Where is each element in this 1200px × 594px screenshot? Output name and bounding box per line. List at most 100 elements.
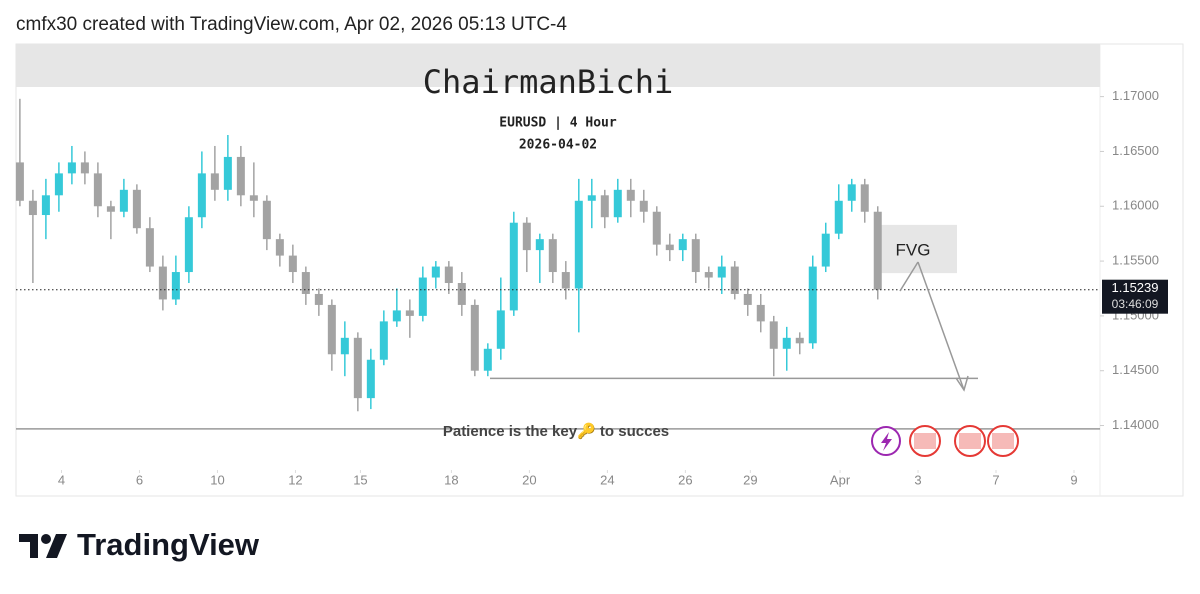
- candle-body: [444, 266, 453, 284]
- candle-body: [496, 310, 505, 349]
- candle-body: [600, 195, 609, 218]
- candle-body: [574, 200, 583, 289]
- candle-body: [639, 200, 648, 212]
- candle-body: [275, 239, 284, 256]
- candle-body: [132, 189, 141, 229]
- candle-body: [691, 239, 700, 273]
- candle-body: [80, 162, 89, 174]
- y-tick-label: 1.14500: [1112, 362, 1159, 377]
- candle-body: [457, 283, 466, 305]
- candle-body: [249, 195, 258, 201]
- event-icon-bolt: [881, 432, 892, 451]
- candle-body: [483, 348, 492, 371]
- x-tick-label: 6: [136, 472, 143, 487]
- candle-body: [210, 173, 219, 190]
- candle-body: [730, 266, 739, 294]
- flag-icon-fill: [992, 433, 1014, 449]
- candle-body: [158, 266, 167, 300]
- candle-body: [106, 206, 115, 212]
- candle-body: [418, 277, 427, 316]
- brand-logo: [19, 534, 67, 558]
- candle-body: [236, 156, 245, 196]
- candle-body: [847, 184, 856, 201]
- candle-body: [379, 321, 388, 360]
- header: cmfx30 created with TradingView.com, Apr…: [16, 14, 567, 35]
- y-tick-label: 1.15500: [1112, 253, 1159, 268]
- price-tag: [1102, 279, 1168, 314]
- event-icons: [871, 425, 1019, 457]
- candle-body: [28, 200, 37, 216]
- chart-frame: [15, 43, 1184, 497]
- flag-icon: [909, 425, 941, 457]
- candle-body: [756, 304, 765, 322]
- candle-body: [678, 239, 687, 251]
- candle-body: [145, 228, 154, 267]
- x-tick-label: 4: [58, 472, 65, 487]
- candle-body: [223, 156, 232, 190]
- arrow-head: [955, 375, 969, 392]
- flag-icon-fill: [959, 433, 981, 449]
- x-tick-label: 10: [210, 472, 224, 487]
- title-band: [16, 44, 1100, 87]
- candle-body: [340, 337, 349, 355]
- y-tick-label: 1.17000: [1112, 88, 1159, 103]
- candle-body: [860, 184, 869, 212]
- candle-body: [67, 162, 76, 174]
- candle-body: [613, 189, 622, 218]
- flag-icon: [987, 425, 1019, 457]
- candle-body: [392, 310, 401, 322]
- note: Patience is the key🔑 to succes: [443, 421, 669, 440]
- candle-body: [743, 293, 752, 305]
- plot: 1.140001.145001.150001.155001.160001.165…: [15, 88, 1168, 487]
- candle-body: [561, 272, 570, 289]
- fvg-zone: [878, 224, 957, 274]
- projection-arrow-start: [899, 261, 919, 292]
- logo-mark: [19, 534, 38, 558]
- candle-body: [197, 173, 206, 218]
- x-tick-label: 29: [743, 472, 757, 487]
- candle-body: [769, 321, 778, 349]
- candle-body: [470, 304, 479, 371]
- brand: TradingView: [77, 527, 260, 562]
- candle-body: [652, 211, 661, 245]
- chart-date: 2026-04-02: [519, 138, 597, 153]
- candle-body: [795, 337, 804, 344]
- candle-body: [119, 189, 128, 212]
- x-tick-label: 24: [600, 472, 614, 487]
- candle-body: [626, 189, 635, 201]
- candle-body: [665, 244, 674, 251]
- x-tick-label: 18: [444, 472, 458, 487]
- fvg-label: FVG: [896, 241, 931, 260]
- flag-icon-fill: [914, 433, 936, 449]
- candle-body: [808, 266, 817, 344]
- candle-body: [587, 195, 596, 201]
- y-tick-label: 1.16500: [1112, 143, 1159, 158]
- candle-body: [821, 233, 830, 267]
- candle-body: [873, 211, 882, 290]
- chart-subtitle: EURUSD | 4 Hour: [499, 116, 617, 131]
- candle-body: [93, 173, 102, 207]
- flag-icon: [954, 425, 986, 457]
- candle-body: [54, 173, 63, 196]
- candle-body: [717, 266, 726, 278]
- x-tick-label: 7: [992, 472, 999, 487]
- candle-body: [262, 200, 271, 240]
- chart-title: ChairmanBichi: [423, 63, 673, 101]
- candle-body: [327, 304, 336, 355]
- candle-body: [184, 217, 193, 273]
- projection-arrow: [917, 261, 965, 391]
- candle-body: [288, 255, 297, 273]
- x-tick-label: 26: [678, 472, 692, 487]
- candle-body: [366, 359, 375, 399]
- y-tick-label: 1.16000: [1112, 198, 1159, 213]
- candle-body: [431, 266, 440, 278]
- x-tick-label: Apr: [830, 472, 851, 487]
- candle-body: [405, 310, 414, 316]
- candle-body: [522, 222, 531, 251]
- current-price-label: 1.15239: [1112, 280, 1159, 295]
- candle-body: [834, 200, 843, 234]
- candle-body: [41, 195, 50, 216]
